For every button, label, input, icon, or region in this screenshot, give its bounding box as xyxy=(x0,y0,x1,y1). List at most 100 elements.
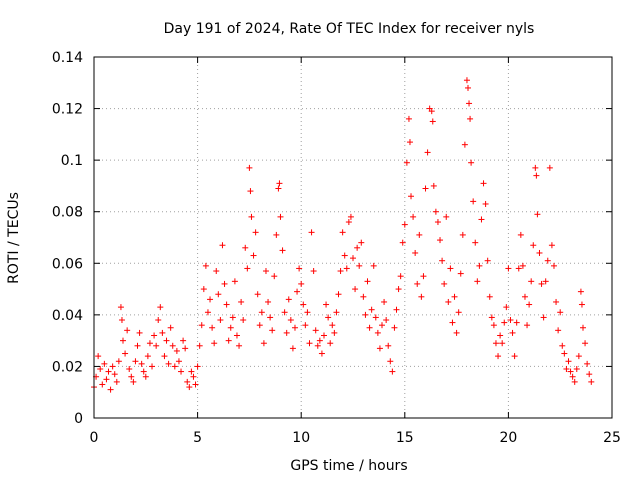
data-point xyxy=(157,304,164,311)
data-point xyxy=(276,180,283,187)
data-point xyxy=(140,368,147,375)
x-tick-label: 5 xyxy=(193,430,202,446)
data-point xyxy=(519,262,526,269)
data-point xyxy=(113,378,120,385)
data-point xyxy=(262,268,269,275)
data-point xyxy=(267,314,274,321)
data-point xyxy=(457,270,464,277)
data-point xyxy=(387,358,394,365)
data-point xyxy=(565,358,572,365)
data-point xyxy=(247,188,254,195)
data-point xyxy=(476,262,483,269)
data-point xyxy=(130,378,137,385)
data-point xyxy=(250,252,257,259)
data-point xyxy=(389,368,396,375)
data-point xyxy=(132,358,139,365)
data-point xyxy=(312,327,319,334)
data-point xyxy=(95,353,102,360)
data-point xyxy=(204,309,211,316)
data-point xyxy=(463,77,470,84)
data-point xyxy=(571,378,578,385)
data-point xyxy=(341,252,348,259)
data-point xyxy=(368,306,375,313)
data-point xyxy=(149,363,156,370)
data-point xyxy=(559,342,566,349)
data-point xyxy=(474,278,481,285)
data-point xyxy=(198,322,205,329)
data-point xyxy=(279,247,286,254)
data-point xyxy=(420,273,427,280)
data-point xyxy=(557,309,564,316)
data-point xyxy=(302,322,309,329)
data-point xyxy=(376,345,383,352)
data-point xyxy=(136,329,143,336)
data-point xyxy=(294,288,301,295)
data-point xyxy=(142,373,149,380)
data-point xyxy=(306,340,313,347)
data-point xyxy=(406,139,413,146)
data-point xyxy=(432,208,439,215)
data-point xyxy=(370,262,377,269)
data-point xyxy=(325,314,332,321)
y-axis-label: ROTI / TECUs xyxy=(6,192,22,284)
data-point xyxy=(464,84,471,91)
data-point xyxy=(105,368,112,375)
data-point xyxy=(530,242,537,249)
data-point xyxy=(337,268,344,275)
y-tick-label: 0.12 xyxy=(52,102,83,118)
data-point xyxy=(192,381,199,388)
data-point xyxy=(497,332,504,339)
data-point xyxy=(236,342,243,349)
data-point xyxy=(240,317,247,324)
data-point xyxy=(207,296,214,303)
data-point xyxy=(536,249,543,256)
data-point xyxy=(521,293,528,300)
data-point xyxy=(165,360,172,367)
data-point xyxy=(403,159,410,166)
data-point xyxy=(320,332,327,339)
data-point xyxy=(561,350,568,357)
data-point xyxy=(316,337,323,344)
data-point xyxy=(577,288,584,295)
data-point xyxy=(120,337,127,344)
data-point xyxy=(366,324,373,331)
data-point xyxy=(575,353,582,360)
data-point xyxy=(260,340,267,347)
data-point xyxy=(171,363,178,370)
data-point xyxy=(507,317,514,324)
y-tick-label: 0.04 xyxy=(52,308,83,324)
data-point xyxy=(115,358,122,365)
data-point xyxy=(393,306,400,313)
data-point xyxy=(298,280,305,287)
data-point xyxy=(318,350,325,357)
data-point xyxy=(416,231,423,238)
grid-lines xyxy=(94,57,612,418)
data-point xyxy=(300,301,307,308)
data-point xyxy=(429,118,436,125)
data-point xyxy=(233,332,240,339)
data-point xyxy=(169,342,176,349)
plot-frame xyxy=(93,56,613,419)
data-point xyxy=(347,213,354,220)
y-tick-label: 0.1 xyxy=(61,153,83,169)
data-point xyxy=(219,242,226,249)
data-point xyxy=(534,211,541,218)
data-point xyxy=(111,371,118,378)
data-point xyxy=(291,324,298,331)
data-point xyxy=(354,244,361,251)
data-point xyxy=(468,159,475,166)
data-point xyxy=(451,293,458,300)
data-point xyxy=(379,322,386,329)
data-point xyxy=(484,257,491,264)
data-point xyxy=(540,314,547,321)
data-point xyxy=(362,311,369,318)
data-point xyxy=(533,172,540,179)
data-point xyxy=(107,386,114,393)
data-point xyxy=(488,314,495,321)
data-point xyxy=(515,265,522,272)
data-point xyxy=(401,221,408,228)
chart-title: Day 191 of 2024, Rate Of TEC Index for r… xyxy=(164,21,535,37)
data-point xyxy=(215,291,222,298)
data-point xyxy=(296,265,303,272)
